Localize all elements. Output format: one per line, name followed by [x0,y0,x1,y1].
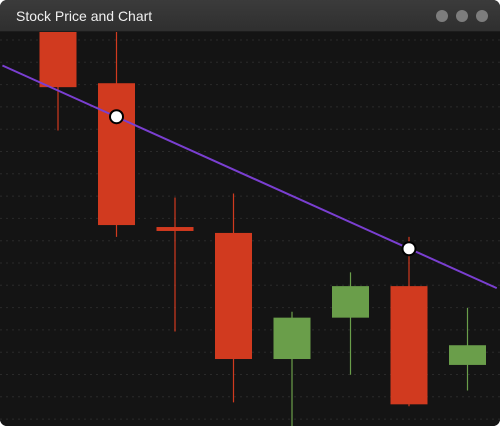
candle-body [449,345,486,365]
candle-body [156,227,194,231]
trendline-marker [401,241,417,257]
candlestick-chart[interactable] [0,32,500,426]
title-bar[interactable]: Stock Price and Chart [0,0,500,32]
candle-body [39,32,77,88]
window-controls [436,10,488,22]
window-dot-icon[interactable] [436,10,448,22]
candle-body [98,83,135,226]
window-dot-icon[interactable] [456,10,468,22]
candle-body [273,317,311,360]
trendline-marker [109,109,124,125]
window-title: Stock Price and Chart [16,8,153,24]
candle-body [332,286,369,318]
chart-area[interactable] [0,32,500,426]
window-dot-icon[interactable] [476,10,488,22]
candle-body [215,232,252,360]
candle-body [390,286,428,405]
